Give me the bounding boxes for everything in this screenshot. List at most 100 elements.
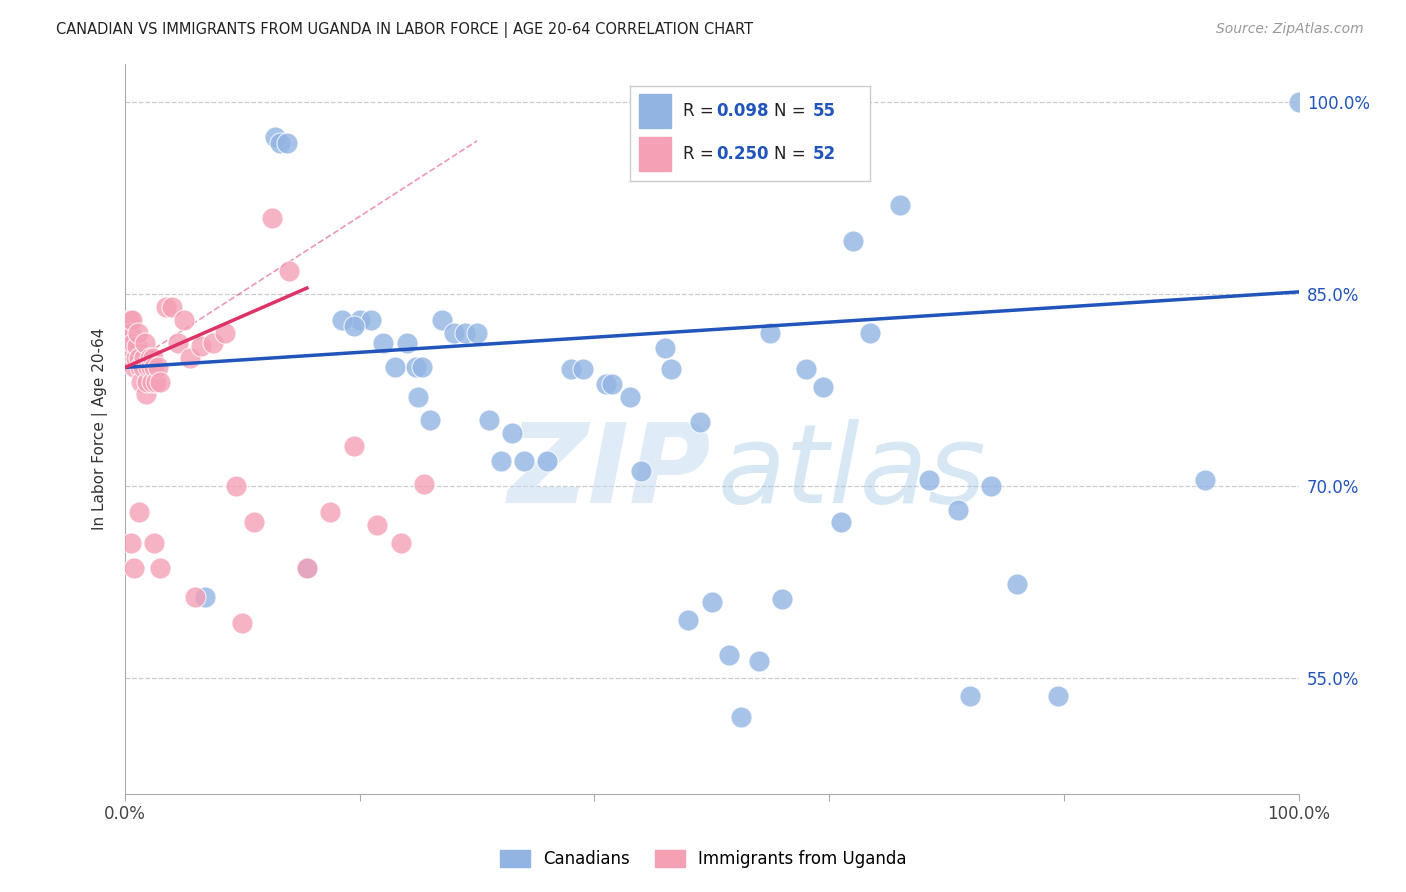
- Point: [1005, 576, 1028, 591]
- Point: [295, 561, 318, 575]
- Point: [160, 300, 183, 314]
- Point: [384, 360, 406, 375]
- Point: [413, 476, 436, 491]
- Point: [260, 211, 283, 225]
- Point: [120, 536, 142, 550]
- Point: [136, 375, 159, 389]
- Point: [173, 313, 195, 327]
- Point: [841, 234, 863, 248]
- Point: [295, 561, 318, 575]
- Point: [141, 375, 163, 389]
- Legend: Canadians, Immigrants from Uganda: Canadians, Immigrants from Uganda: [494, 843, 912, 875]
- Point: [129, 360, 152, 375]
- Point: [231, 616, 253, 631]
- Text: Source: ZipAtlas.com: Source: ZipAtlas.com: [1216, 22, 1364, 37]
- Point: [264, 130, 287, 145]
- Point: [659, 361, 682, 376]
- Text: ZIP: ZIP: [509, 419, 711, 526]
- Point: [184, 590, 207, 604]
- Point: [443, 326, 465, 340]
- Point: [513, 454, 536, 468]
- Point: [194, 590, 217, 604]
- Point: [395, 336, 418, 351]
- Point: [405, 360, 427, 375]
- Point: [155, 300, 177, 314]
- Point: [536, 454, 558, 468]
- Point: [560, 361, 582, 376]
- Point: [1288, 95, 1310, 110]
- Point: [124, 351, 146, 366]
- Point: [142, 351, 165, 366]
- Point: [830, 516, 852, 530]
- Point: [138, 351, 160, 366]
- Point: [139, 360, 162, 375]
- Point: [276, 136, 298, 151]
- Point: [121, 313, 143, 327]
- Point: [349, 313, 371, 327]
- Point: [813, 379, 835, 393]
- Point: [595, 377, 617, 392]
- Point: [748, 654, 770, 668]
- Point: [366, 517, 388, 532]
- Point: [118, 313, 141, 327]
- Point: [128, 505, 150, 519]
- Point: [489, 454, 512, 468]
- Point: [166, 336, 188, 351]
- Point: [146, 360, 169, 375]
- Point: [134, 336, 156, 351]
- Point: [678, 613, 700, 627]
- Point: [408, 390, 430, 404]
- Y-axis label: In Labor Force | Age 20-64: In Labor Force | Age 20-64: [93, 327, 108, 530]
- Point: [343, 319, 366, 334]
- Point: [465, 326, 488, 340]
- Point: [145, 375, 167, 389]
- Point: [124, 360, 146, 375]
- Point: [143, 536, 166, 550]
- Point: [214, 326, 236, 340]
- Point: [124, 561, 146, 575]
- Point: [319, 505, 342, 519]
- Point: [190, 339, 212, 353]
- Point: [117, 339, 139, 353]
- Point: [718, 648, 741, 663]
- Point: [149, 561, 172, 575]
- Point: [600, 377, 623, 392]
- Point: [131, 360, 153, 375]
- Point: [478, 413, 501, 427]
- Point: [122, 336, 145, 351]
- Point: [179, 351, 201, 366]
- Point: [143, 360, 166, 375]
- Point: [360, 313, 382, 327]
- Point: [689, 416, 711, 430]
- Text: atlas: atlas: [717, 419, 986, 526]
- Point: [980, 479, 1002, 493]
- Point: [120, 326, 142, 340]
- Point: [125, 339, 148, 353]
- Point: [131, 375, 153, 389]
- Point: [135, 387, 157, 401]
- Point: [630, 464, 652, 478]
- Point: [128, 351, 150, 366]
- Point: [959, 690, 981, 704]
- Point: [117, 326, 139, 340]
- Point: [1046, 690, 1069, 704]
- Point: [330, 313, 353, 327]
- Point: [501, 425, 523, 440]
- Point: [411, 360, 433, 375]
- Point: [654, 341, 676, 355]
- Point: [700, 595, 723, 609]
- Point: [859, 326, 882, 340]
- Point: [889, 198, 911, 212]
- Point: [269, 136, 291, 151]
- Point: [1194, 473, 1216, 487]
- Point: [343, 438, 366, 452]
- Point: [149, 375, 172, 389]
- Point: [619, 390, 641, 404]
- Point: [794, 361, 817, 376]
- Point: [127, 326, 149, 340]
- Point: [759, 326, 782, 340]
- Point: [730, 710, 752, 724]
- Point: [430, 313, 453, 327]
- Point: [132, 351, 155, 366]
- Point: [419, 413, 441, 427]
